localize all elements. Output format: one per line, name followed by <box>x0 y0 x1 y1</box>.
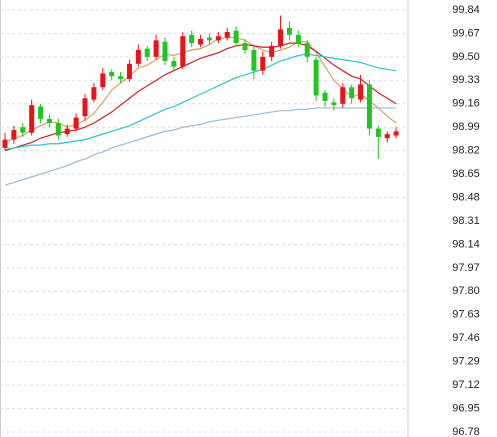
candle-body <box>29 105 35 133</box>
candle-body <box>82 98 88 117</box>
candle-body <box>206 37 212 41</box>
candle-body <box>162 41 168 62</box>
moving-average-line <box>4 42 397 152</box>
candle-body <box>91 87 97 100</box>
candle-body <box>46 118 52 124</box>
candle-body <box>100 73 106 88</box>
y-tick-label: 98.48 <box>452 191 480 203</box>
candle-body <box>260 56 266 71</box>
candle-body <box>322 92 328 102</box>
y-tick-label: 97.46 <box>452 332 480 344</box>
candle-body <box>153 40 159 57</box>
moving-average-line <box>4 53 397 150</box>
candle-body <box>224 32 230 38</box>
candle-body <box>126 63 132 79</box>
candle-body <box>393 131 399 136</box>
candle-body <box>144 48 150 57</box>
y-tick-label: 96.78 <box>452 426 480 437</box>
y-tick-label: 99.84 <box>452 4 480 16</box>
y-tick-label: 97.63 <box>452 309 480 321</box>
candle-body <box>286 27 292 35</box>
candle-body <box>55 123 61 136</box>
candle-body <box>384 134 390 139</box>
candle-body <box>242 43 248 50</box>
candle-body <box>349 87 355 99</box>
y-tick-label: 98.14 <box>452 238 480 250</box>
y-tick-label: 99.67 <box>452 27 480 39</box>
candle-body <box>233 30 239 44</box>
candle-body <box>2 139 8 148</box>
moving-average-line <box>4 36 397 143</box>
candle-body <box>366 84 372 129</box>
candle-body <box>269 45 275 57</box>
y-tick-label: 97.29 <box>452 356 480 368</box>
candle-body <box>331 102 337 106</box>
y-tick-label: 97.80 <box>452 285 480 297</box>
candle-body <box>215 36 221 41</box>
candle-body <box>375 128 381 137</box>
y-tick-label: 98.31 <box>452 215 480 227</box>
candle-body <box>135 49 141 64</box>
candle-body <box>251 49 257 71</box>
moving-average-line <box>4 107 397 186</box>
candle-body <box>64 128 70 135</box>
candle-body <box>73 117 79 129</box>
y-tick-label: 97.97 <box>452 262 480 274</box>
y-tick-label: 99.50 <box>452 51 480 63</box>
y-tick-label: 97.12 <box>452 379 480 391</box>
candle-body <box>38 106 44 119</box>
candle-body <box>118 76 124 79</box>
candle-body <box>198 38 204 45</box>
y-tick-label: 96.95 <box>452 402 480 414</box>
candle-body <box>11 129 17 140</box>
candle-body <box>180 36 186 67</box>
candle-body <box>304 43 310 57</box>
candle-body <box>295 34 301 44</box>
candle-body <box>340 87 346 104</box>
y-tick-label: 99.33 <box>452 74 480 86</box>
candle-body <box>358 84 364 100</box>
y-tick-label: 98.82 <box>452 145 480 157</box>
candle-body <box>20 127 26 133</box>
candle-body <box>109 72 115 77</box>
candle-body <box>278 29 284 46</box>
candle-body <box>313 59 319 96</box>
candle-body <box>189 34 195 44</box>
candle-body <box>171 61 177 67</box>
y-tick-label: 98.99 <box>452 121 480 133</box>
y-tick-label: 98.65 <box>452 168 480 180</box>
y-tick-label: 99.16 <box>452 98 480 110</box>
